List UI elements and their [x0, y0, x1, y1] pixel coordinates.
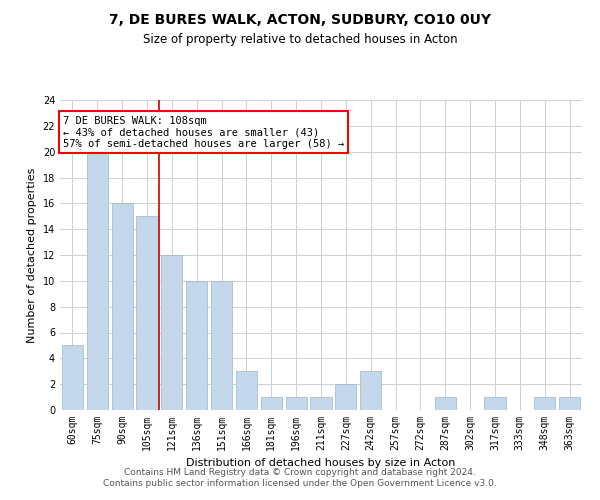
Bar — [211, 281, 232, 410]
Bar — [136, 216, 158, 410]
Bar — [335, 384, 356, 410]
Bar — [286, 397, 307, 410]
Text: Contains HM Land Registry data © Crown copyright and database right 2024.
Contai: Contains HM Land Registry data © Crown c… — [103, 468, 497, 487]
Text: 7, DE BURES WALK, ACTON, SUDBURY, CO10 0UY: 7, DE BURES WALK, ACTON, SUDBURY, CO10 0… — [109, 12, 491, 26]
Bar — [87, 152, 108, 410]
Bar — [435, 397, 456, 410]
Bar — [186, 281, 207, 410]
Bar — [62, 346, 83, 410]
Bar — [559, 397, 580, 410]
Bar — [161, 255, 182, 410]
Bar — [534, 397, 555, 410]
Text: 7 DE BURES WALK: 108sqm
← 43% of detached houses are smaller (43)
57% of semi-de: 7 DE BURES WALK: 108sqm ← 43% of detache… — [63, 116, 344, 148]
Bar — [112, 204, 133, 410]
Bar — [360, 371, 381, 410]
Bar — [261, 397, 282, 410]
X-axis label: Distribution of detached houses by size in Acton: Distribution of detached houses by size … — [187, 458, 455, 468]
Y-axis label: Number of detached properties: Number of detached properties — [27, 168, 37, 342]
Text: Size of property relative to detached houses in Acton: Size of property relative to detached ho… — [143, 32, 457, 46]
Bar — [484, 397, 506, 410]
Bar — [236, 371, 257, 410]
Bar — [310, 397, 332, 410]
